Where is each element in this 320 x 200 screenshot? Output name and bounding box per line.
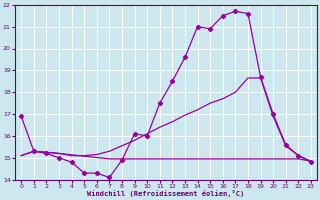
- X-axis label: Windchill (Refroidissement éolien,°C): Windchill (Refroidissement éolien,°C): [87, 190, 245, 197]
